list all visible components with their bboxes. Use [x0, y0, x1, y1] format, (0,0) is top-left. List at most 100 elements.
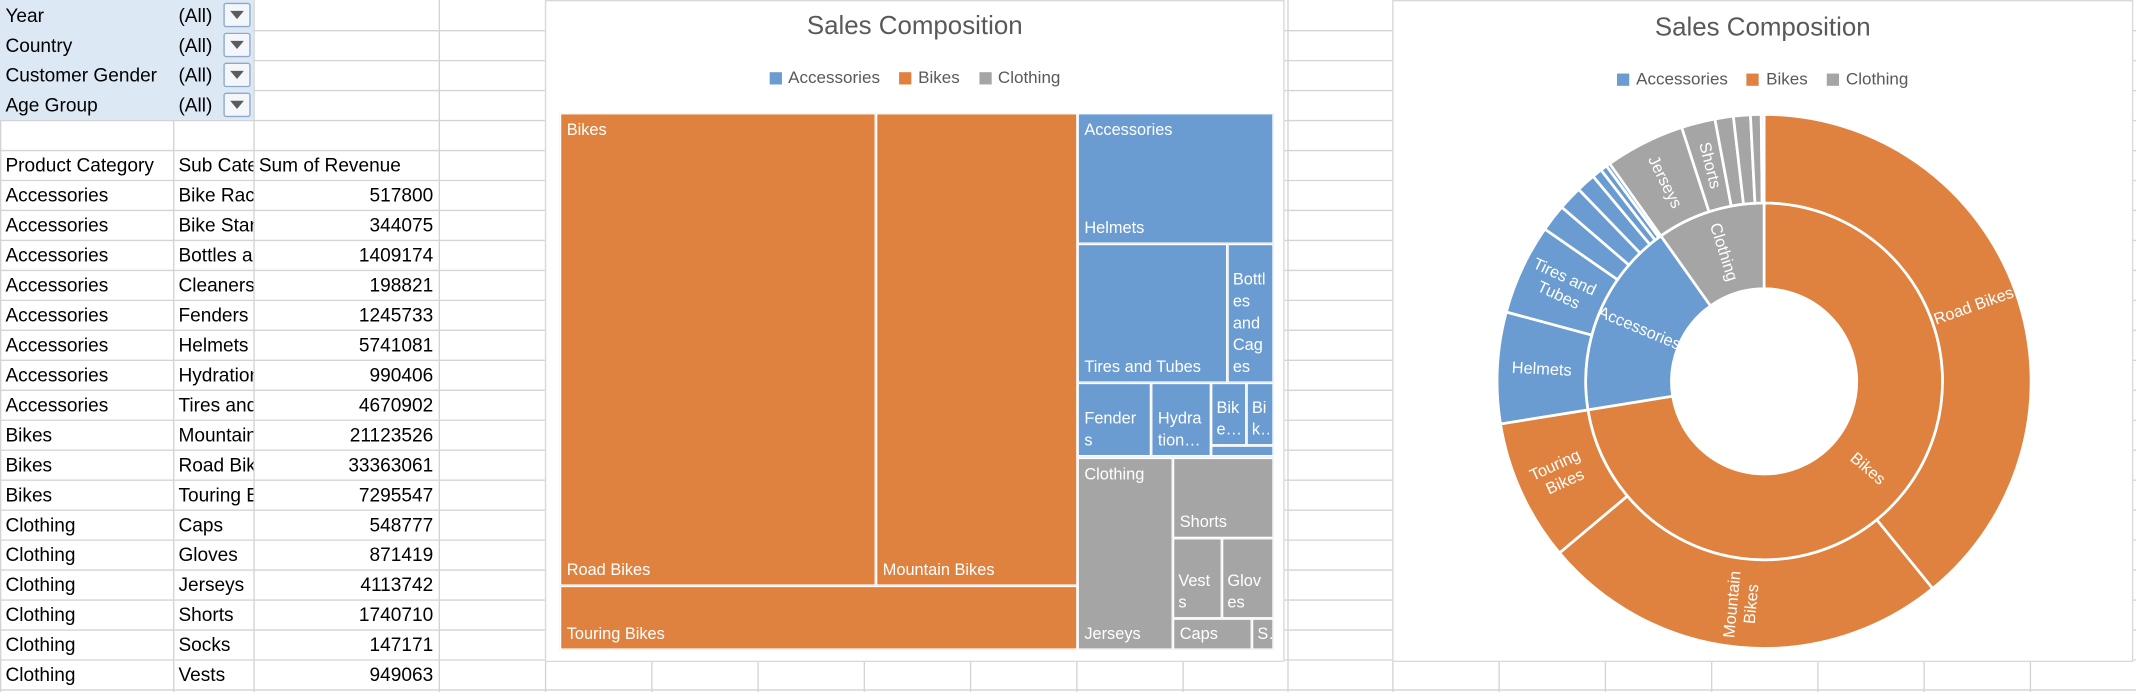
filter-field: Country	[0, 29, 174, 60]
legend-label: Accessories	[788, 68, 880, 88]
treemap-tile[interactable]: Hydration Packs	[1151, 382, 1212, 457]
category-cell: Bottles and Cages	[178, 243, 253, 266]
legend-item: Bikes	[899, 68, 960, 87]
category-cell: Accessories	[5, 363, 109, 386]
group-label: Accessories	[1084, 119, 1173, 139]
category-cell: Jerseys	[178, 573, 245, 596]
category-cell: Bikes	[5, 423, 53, 446]
dropdown-arrow	[230, 100, 244, 109]
category-cell: Shorts	[178, 603, 234, 626]
tile-label: Touring Bikes	[566, 623, 665, 643]
treemap-tile[interactable]: Tires and Tubes	[1077, 243, 1228, 383]
treemap-chart[interactable]: Sales Composition Accessories Bikes Clothi…	[544, 0, 1285, 663]
legend-label: Accessories	[1636, 69, 1728, 89]
category-cell: Tires and Tubes	[178, 393, 253, 416]
tile-label: Jerseys	[1084, 623, 1141, 643]
tile-label: Road Bikes	[566, 559, 651, 579]
legend-swatch	[1826, 72, 1840, 86]
treemap-tile[interactable]: Bike Stands	[1246, 382, 1274, 446]
chart-title: Sales Composition	[1654, 13, 1871, 43]
category-cell: Fenders	[178, 303, 249, 326]
treemap-tile[interactable]: Fenders	[1077, 382, 1152, 457]
legend-label: Clothing	[997, 68, 1061, 88]
category-cell: Accessories	[5, 393, 109, 416]
treemap-tile[interactable]: Socks	[1251, 618, 1274, 650]
category-cell: Cleaners	[178, 273, 254, 296]
group-label: Clothing	[1084, 464, 1145, 484]
category-cell: Bike Racks	[178, 183, 253, 206]
tile-label: Shorts	[1179, 512, 1227, 532]
revenue-cell: 1409174	[358, 243, 434, 266]
sunburst-chart[interactable]: Bikes Road Bikes Mountain Bikes Touring Bik…	[1392, 0, 2134, 663]
tile-label: Hydration Packs	[1157, 408, 1203, 455]
filter-field: Customer Gender	[0, 59, 174, 90]
treemap-tile[interactable]: Bike Racks	[1211, 382, 1247, 446]
legend-item: Accessories	[1617, 69, 1728, 89]
revenue-cell: 7295547	[358, 483, 434, 506]
treemap-tile[interactable]	[1211, 445, 1274, 457]
category-cell: Clothing	[5, 513, 76, 536]
treemap-tile[interactable]: Vests	[1172, 538, 1222, 619]
legend-swatch	[1747, 72, 1760, 86]
legend-label: Bikes	[918, 68, 960, 88]
tile-label: Socks	[1257, 623, 1269, 649]
legend-label: Bikes	[1766, 69, 1808, 89]
tile-label: Bike Stands	[1251, 397, 1270, 444]
outer-segment[interactable]	[1557, 494, 1935, 650]
category-cell: Clothing	[5, 663, 76, 686]
revenue-cell: 517800	[369, 183, 434, 206]
legend-swatch	[978, 71, 992, 84]
revenue-cell: 1740710	[358, 603, 434, 626]
filter-dropdown[interactable]	[223, 2, 251, 28]
category-cell: Caps	[178, 513, 223, 536]
treemap-tile[interactable]: Touring Bikes	[559, 585, 1078, 650]
chart-title: Sales Composition	[806, 12, 1023, 41]
category-cell: Mountain Bikes	[178, 423, 254, 446]
treemap-tile[interactable]: Gloves	[1221, 538, 1274, 619]
category-cell: Touring Bikes	[178, 483, 253, 506]
treemap-tile[interactable]: Bikes Road Bikes	[559, 113, 876, 586]
filter-dropdown[interactable]	[223, 62, 251, 88]
revenue-cell: 147171	[369, 633, 434, 656]
category-cell: Socks	[178, 633, 231, 656]
arrow-icon	[230, 70, 244, 80]
tile-label: Fenders	[1084, 408, 1137, 450]
tile-label: Bike Racks	[1216, 397, 1240, 444]
revenue-cell: 990406	[369, 363, 434, 386]
category-cell: Accessories	[5, 273, 109, 296]
outer-segment[interactable]	[1762, 113, 2033, 591]
revenue-cell: 344075	[369, 213, 434, 236]
tile-label: Caps	[1179, 623, 1218, 643]
treemap-tile[interactable]: Shorts	[1172, 457, 1274, 539]
category-cell: Accessories	[5, 303, 109, 326]
category-cell: Clothing	[5, 603, 76, 626]
treemap-tile[interactable]: Caps	[1172, 618, 1252, 650]
category-cell: Accessories	[5, 213, 109, 236]
header-cell: Sum of Revenue	[258, 153, 401, 176]
category-cell: Bikes	[5, 453, 53, 476]
legend: Accessories Bikes Clothing	[1394, 69, 2132, 89]
legend: Accessories Bikes Clothing	[546, 68, 1283, 87]
legend-swatch	[899, 71, 912, 84]
filter-field: Age Group	[0, 89, 174, 120]
revenue-cell: 1245733	[358, 303, 434, 326]
category-cell: Accessories	[5, 243, 109, 266]
revenue-cell: 871419	[369, 543, 434, 566]
category-cell: Accessories	[5, 333, 109, 356]
segment-label: Helmets	[1511, 359, 1572, 380]
category-cell: Gloves	[178, 543, 238, 566]
treemap-tile[interactable]: Accessories Helmets	[1077, 113, 1274, 244]
legend-item: Clothing	[978, 68, 1061, 88]
outer-segment[interactable]	[1759, 113, 1766, 205]
filter-dropdown[interactable]	[223, 32, 251, 58]
category-cell: Vests	[178, 663, 226, 686]
treemap-tile[interactable]: Bottles and Cages	[1227, 243, 1274, 383]
legend-label: Clothing	[1845, 69, 1909, 89]
treemap-tile[interactable]: Mountain Bikes	[875, 113, 1078, 586]
revenue-cell: 949063	[369, 663, 434, 686]
dropdown-arrow	[230, 70, 244, 80]
filter-dropdown[interactable]	[223, 92, 251, 118]
treemap-tile[interactable]: Clothing Jerseys	[1077, 457, 1173, 650]
